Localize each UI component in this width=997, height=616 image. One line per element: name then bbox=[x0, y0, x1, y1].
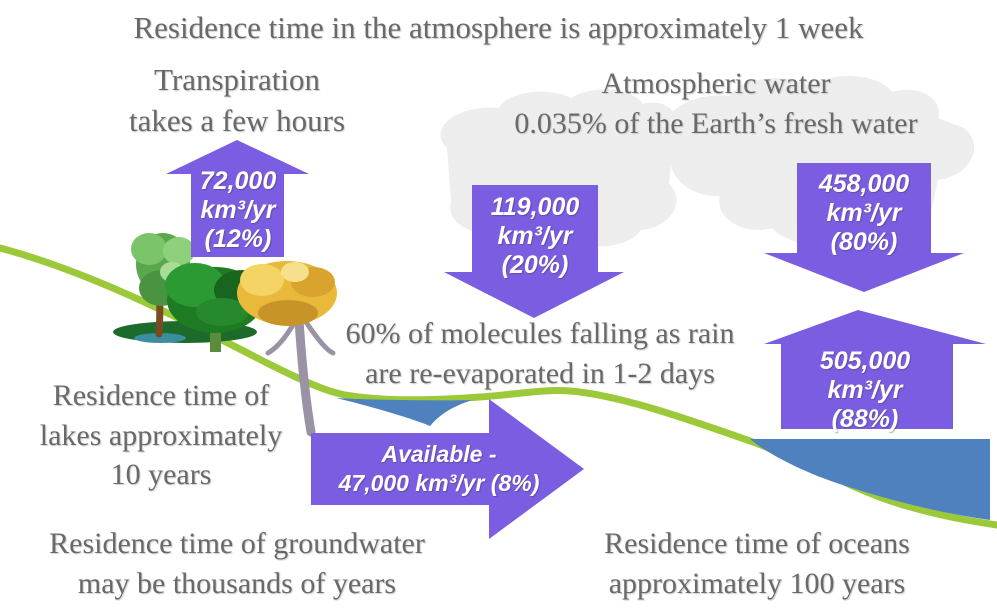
lake-shape bbox=[336, 398, 472, 426]
flow-label-evaporation-ocean: 505,000 km³/yr (88%) bbox=[779, 347, 951, 434]
annotation-groundwater-line1: Residence time of groundwater bbox=[49, 527, 425, 560]
trees-illustration bbox=[113, 233, 337, 437]
flow-runoff-line2: 47,000 km³/yr (8%) bbox=[338, 470, 540, 496]
annotation-oceans-line1: Residence time of oceans bbox=[604, 527, 910, 560]
annotation-transpiration-line1: Transpiration bbox=[154, 62, 320, 97]
flow-transpiration-unit: km³/yr bbox=[200, 196, 276, 224]
annotation-groundwater: Residence time of groundwater may be tho… bbox=[0, 524, 474, 603]
annotation-oceans: Residence time of oceans approximately 1… bbox=[537, 524, 977, 603]
annotation-lakes-line1: Residence time of bbox=[52, 379, 270, 412]
ocean-shape bbox=[750, 439, 990, 520]
arrow-runoff-right bbox=[311, 399, 584, 539]
annotation-rain-reevaporation: 60% of molecules falling as rain are re-… bbox=[300, 314, 780, 393]
flow-label-precipitation-land: 119,000 km³/yr (20%) bbox=[467, 193, 603, 280]
annotation-lakes: Residence time of lakes approximately 10… bbox=[0, 376, 322, 495]
annotation-transpiration: Transpiration takes a few hours bbox=[57, 60, 417, 142]
arrow-evaporation-ocean-up bbox=[764, 310, 986, 429]
annotation-atmospheric-line2: 0.035% of the Earth’s fresh water bbox=[514, 106, 918, 140]
flow-transpiration-value: 72,000 bbox=[199, 167, 277, 195]
annotation-rain-line2: are re-evaporated in 1-2 days bbox=[365, 356, 715, 390]
annotation-atmospheric-water: Atmospheric water 0.035% of the Earth’s … bbox=[438, 64, 994, 143]
arrow-precipitation-ocean-down bbox=[764, 163, 964, 292]
flow-runoff-line1: Available - bbox=[381, 441, 497, 467]
annotation-rain-line1: 60% of molecules falling as rain bbox=[345, 317, 735, 350]
flow-label-runoff-available: Available - 47,000 km³/yr (8%) bbox=[313, 440, 565, 498]
flow-precip-ocean-value: 458,000 bbox=[818, 170, 910, 198]
flow-precip-land-unit: km³/yr bbox=[497, 222, 573, 250]
flow-evap-ocean-unit: km³/yr bbox=[827, 376, 903, 404]
page-title: Residence time in the atmosphere is appr… bbox=[133, 10, 864, 45]
flow-precip-ocean-percent: (80%) bbox=[830, 228, 898, 256]
arrow-precipitation-land-down bbox=[444, 185, 624, 318]
annotation-atmospheric-line1: Atmospheric water bbox=[601, 67, 831, 100]
annotation-oceans-line2: approximately 100 years bbox=[608, 566, 906, 600]
annotation-groundwater-line2: may be thousands of years bbox=[77, 566, 397, 600]
flow-label-transpiration: 72,000 km³/yr (12%) bbox=[184, 167, 292, 254]
flow-transpiration-percent: (12%) bbox=[204, 225, 272, 253]
flow-precip-ocean-unit: km³/yr bbox=[826, 199, 902, 227]
arrow-transpiration-up bbox=[166, 140, 309, 257]
flow-precip-land-value: 119,000 bbox=[490, 193, 580, 221]
annotation-lakes-line3: 10 years bbox=[110, 458, 212, 492]
flow-evap-ocean-percent: (88%) bbox=[831, 405, 899, 433]
annotation-lakes-line2: lakes approximately bbox=[39, 418, 283, 452]
annotation-transpiration-line2: takes a few hours bbox=[128, 102, 346, 138]
flow-label-precipitation-ocean: 458,000 km³/yr (80%) bbox=[790, 170, 938, 257]
flow-evap-ocean-value: 505,000 bbox=[819, 347, 911, 375]
flow-precip-land-percent: (20%) bbox=[501, 251, 569, 279]
